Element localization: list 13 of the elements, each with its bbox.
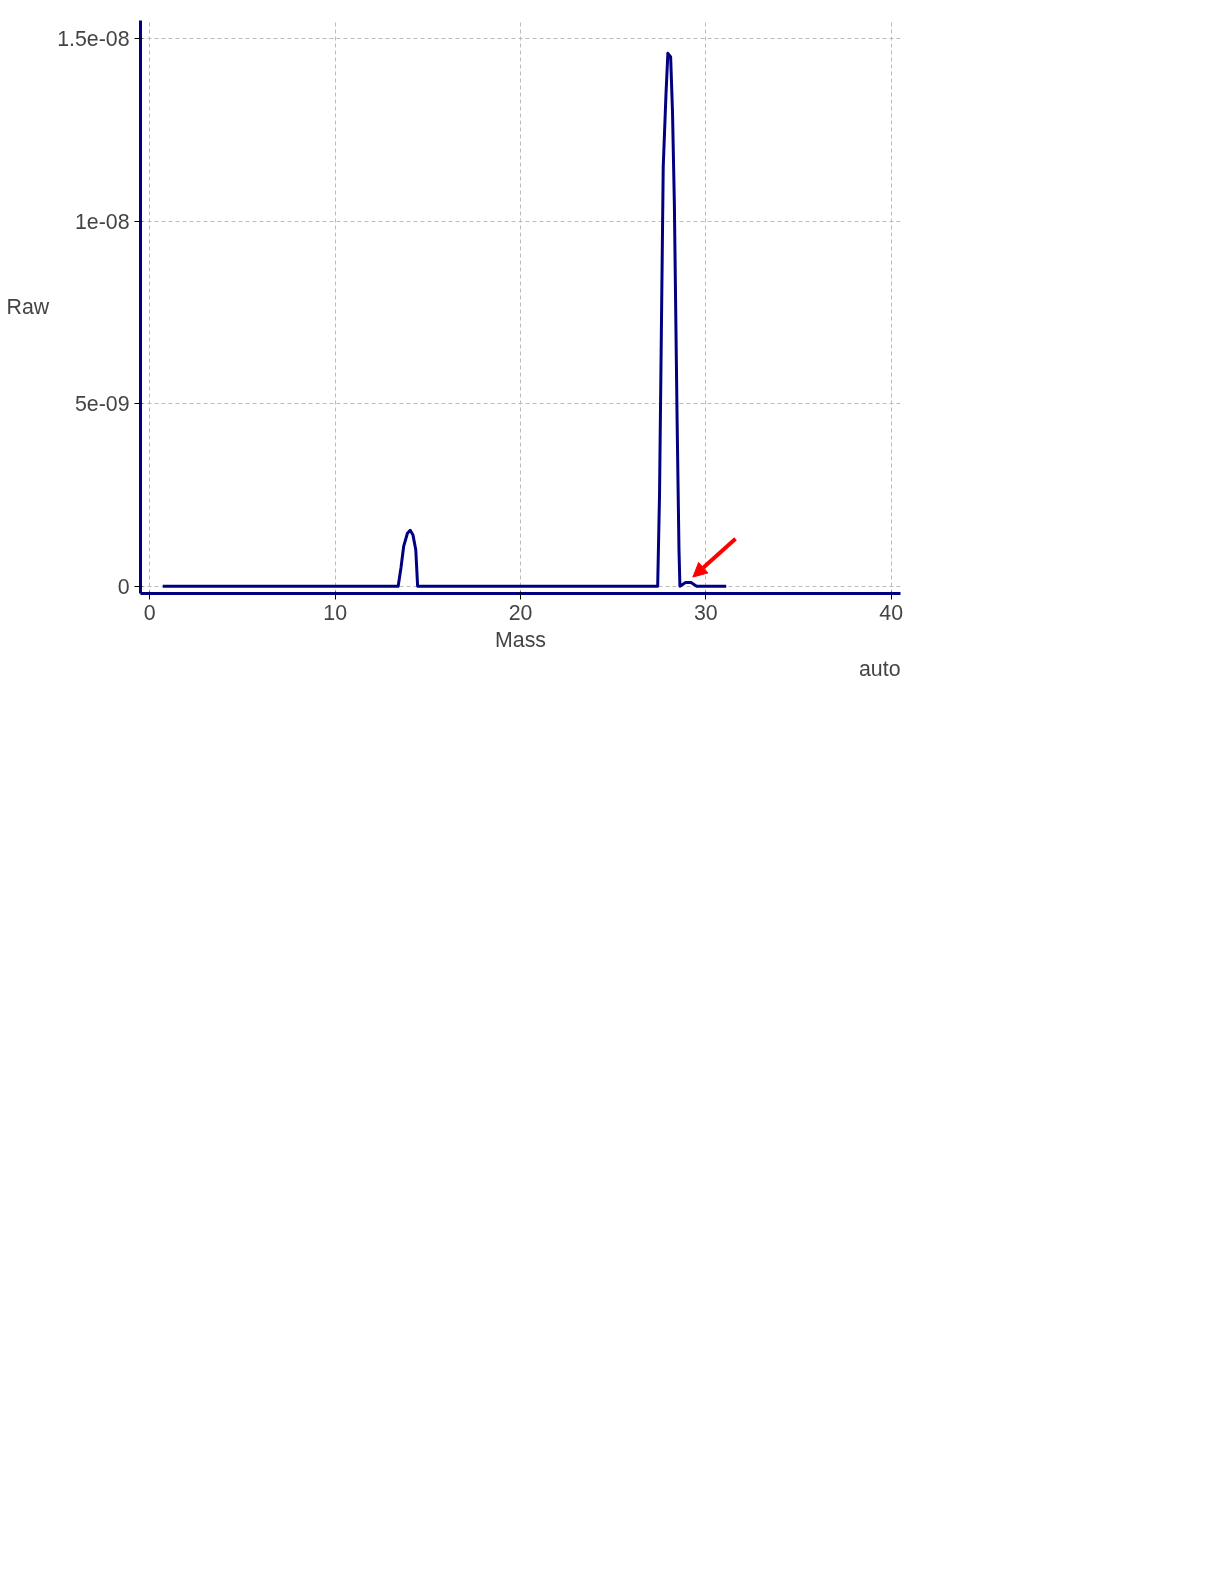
x-tick-label: 20: [508, 600, 533, 625]
line-series: [161, 51, 728, 588]
y-tick-label: 1.5e-08: [57, 27, 130, 52]
x-tick-label: 0: [143, 600, 156, 625]
x-tick-label: 30: [694, 600, 718, 625]
y-tick-label: 1e-08: [74, 209, 130, 234]
y-tick-label: 5e-09: [74, 392, 130, 417]
text: auto: [858, 656, 901, 681]
y-tick-label: 0: [117, 574, 130, 599]
x-tick-label: 10: [323, 600, 348, 625]
x-tick-label: 40: [879, 600, 904, 625]
y-axis-title: Raw: [6, 295, 50, 319]
x-axis-title: Mass: [495, 627, 546, 652]
